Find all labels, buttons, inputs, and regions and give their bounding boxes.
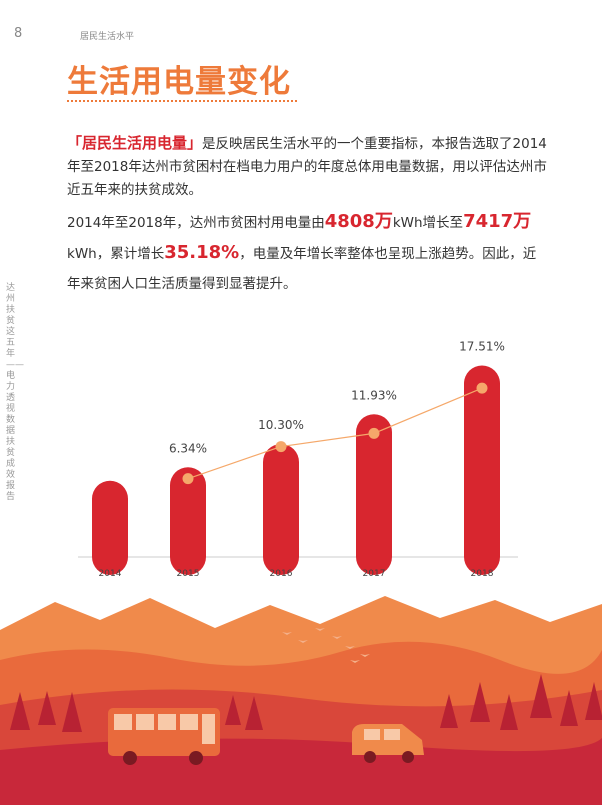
highlight-term: 「居民生活用电量」 — [67, 134, 203, 152]
x-tick-label: 2016 — [270, 569, 293, 579]
growth-label-2016: 10.30% — [258, 418, 304, 432]
bar-2014 — [92, 480, 128, 575]
x-tick-label: 2018 — [471, 569, 494, 579]
x-tick-label: 2014 — [99, 569, 122, 579]
x-tick-label: 2015 — [177, 569, 200, 579]
stats-paragraph: 2014年至2018年，达州市贫困村用电量由4808万kWh增长至7417万 kW… — [67, 207, 547, 299]
page-title: 生活用电量变化 — [67, 64, 291, 100]
stats-text-3: kWh，累计增长 — [67, 246, 165, 262]
side-caption: 达州扶贫这五年——电力透视数据扶贫成效报告 — [6, 283, 24, 502]
page-number: 8 — [14, 26, 23, 41]
van-icon — [352, 724, 424, 763]
growth-point-2016 — [275, 441, 287, 453]
growth-point-2015 — [182, 473, 194, 485]
birds-flock — [282, 628, 370, 663]
stat-end-value: 7417万 — [463, 211, 532, 232]
stats-text-4: ，电量及年增长率整体也呈现上涨趋势。因此，近年来贫困人口生活质量得到显著提升。 — [67, 246, 537, 292]
growth-label-2017: 11.93% — [351, 388, 397, 402]
intro-text: 是反映居民生活水平的一个重要指标，本报告选取了2014年至2018年达州市贫困村… — [67, 136, 547, 198]
stats-text-1: 2014年至2018年，达州市贫困村用电量由 — [67, 215, 325, 231]
electricity-chart: 2014 2015 6.34% 2016 10.30% 2017 11.93% 2018 17.… — [78, 339, 518, 579]
x-tick-label: 2017 — [363, 569, 386, 579]
bar-2015 — [170, 467, 206, 575]
landscape-illustration — [0, 596, 602, 805]
stat-growth-value: 35.18% — [164, 242, 240, 263]
growth-point-2017 — [368, 427, 380, 439]
stat-start-value: 4808万 — [324, 211, 393, 232]
bars-group — [92, 365, 500, 575]
intro-paragraph: 「居民生活用电量」是反映居民生活水平的一个重要指标，本报告选取了2014年至20… — [67, 132, 547, 202]
stats-text-2: kWh增长至 — [392, 215, 464, 231]
bus-icon — [108, 708, 220, 765]
growth-label-2015: 6.34% — [169, 441, 207, 455]
bar-2016 — [263, 443, 299, 575]
growth-label-2018: 17.51% — [459, 339, 505, 353]
labels-group: 2014 2015 6.34% 2016 10.30% 2017 11.93% 2018 17.… — [99, 339, 505, 579]
bar-2018 — [464, 365, 500, 575]
growth-point-2018 — [476, 382, 488, 394]
title-divider — [67, 100, 297, 102]
forest-trees — [10, 674, 602, 732]
bar-2017 — [356, 414, 392, 575]
growth-trend-line — [187, 387, 483, 480]
points-group — [182, 382, 488, 485]
section-label: 居民生活水平 — [80, 32, 135, 42]
